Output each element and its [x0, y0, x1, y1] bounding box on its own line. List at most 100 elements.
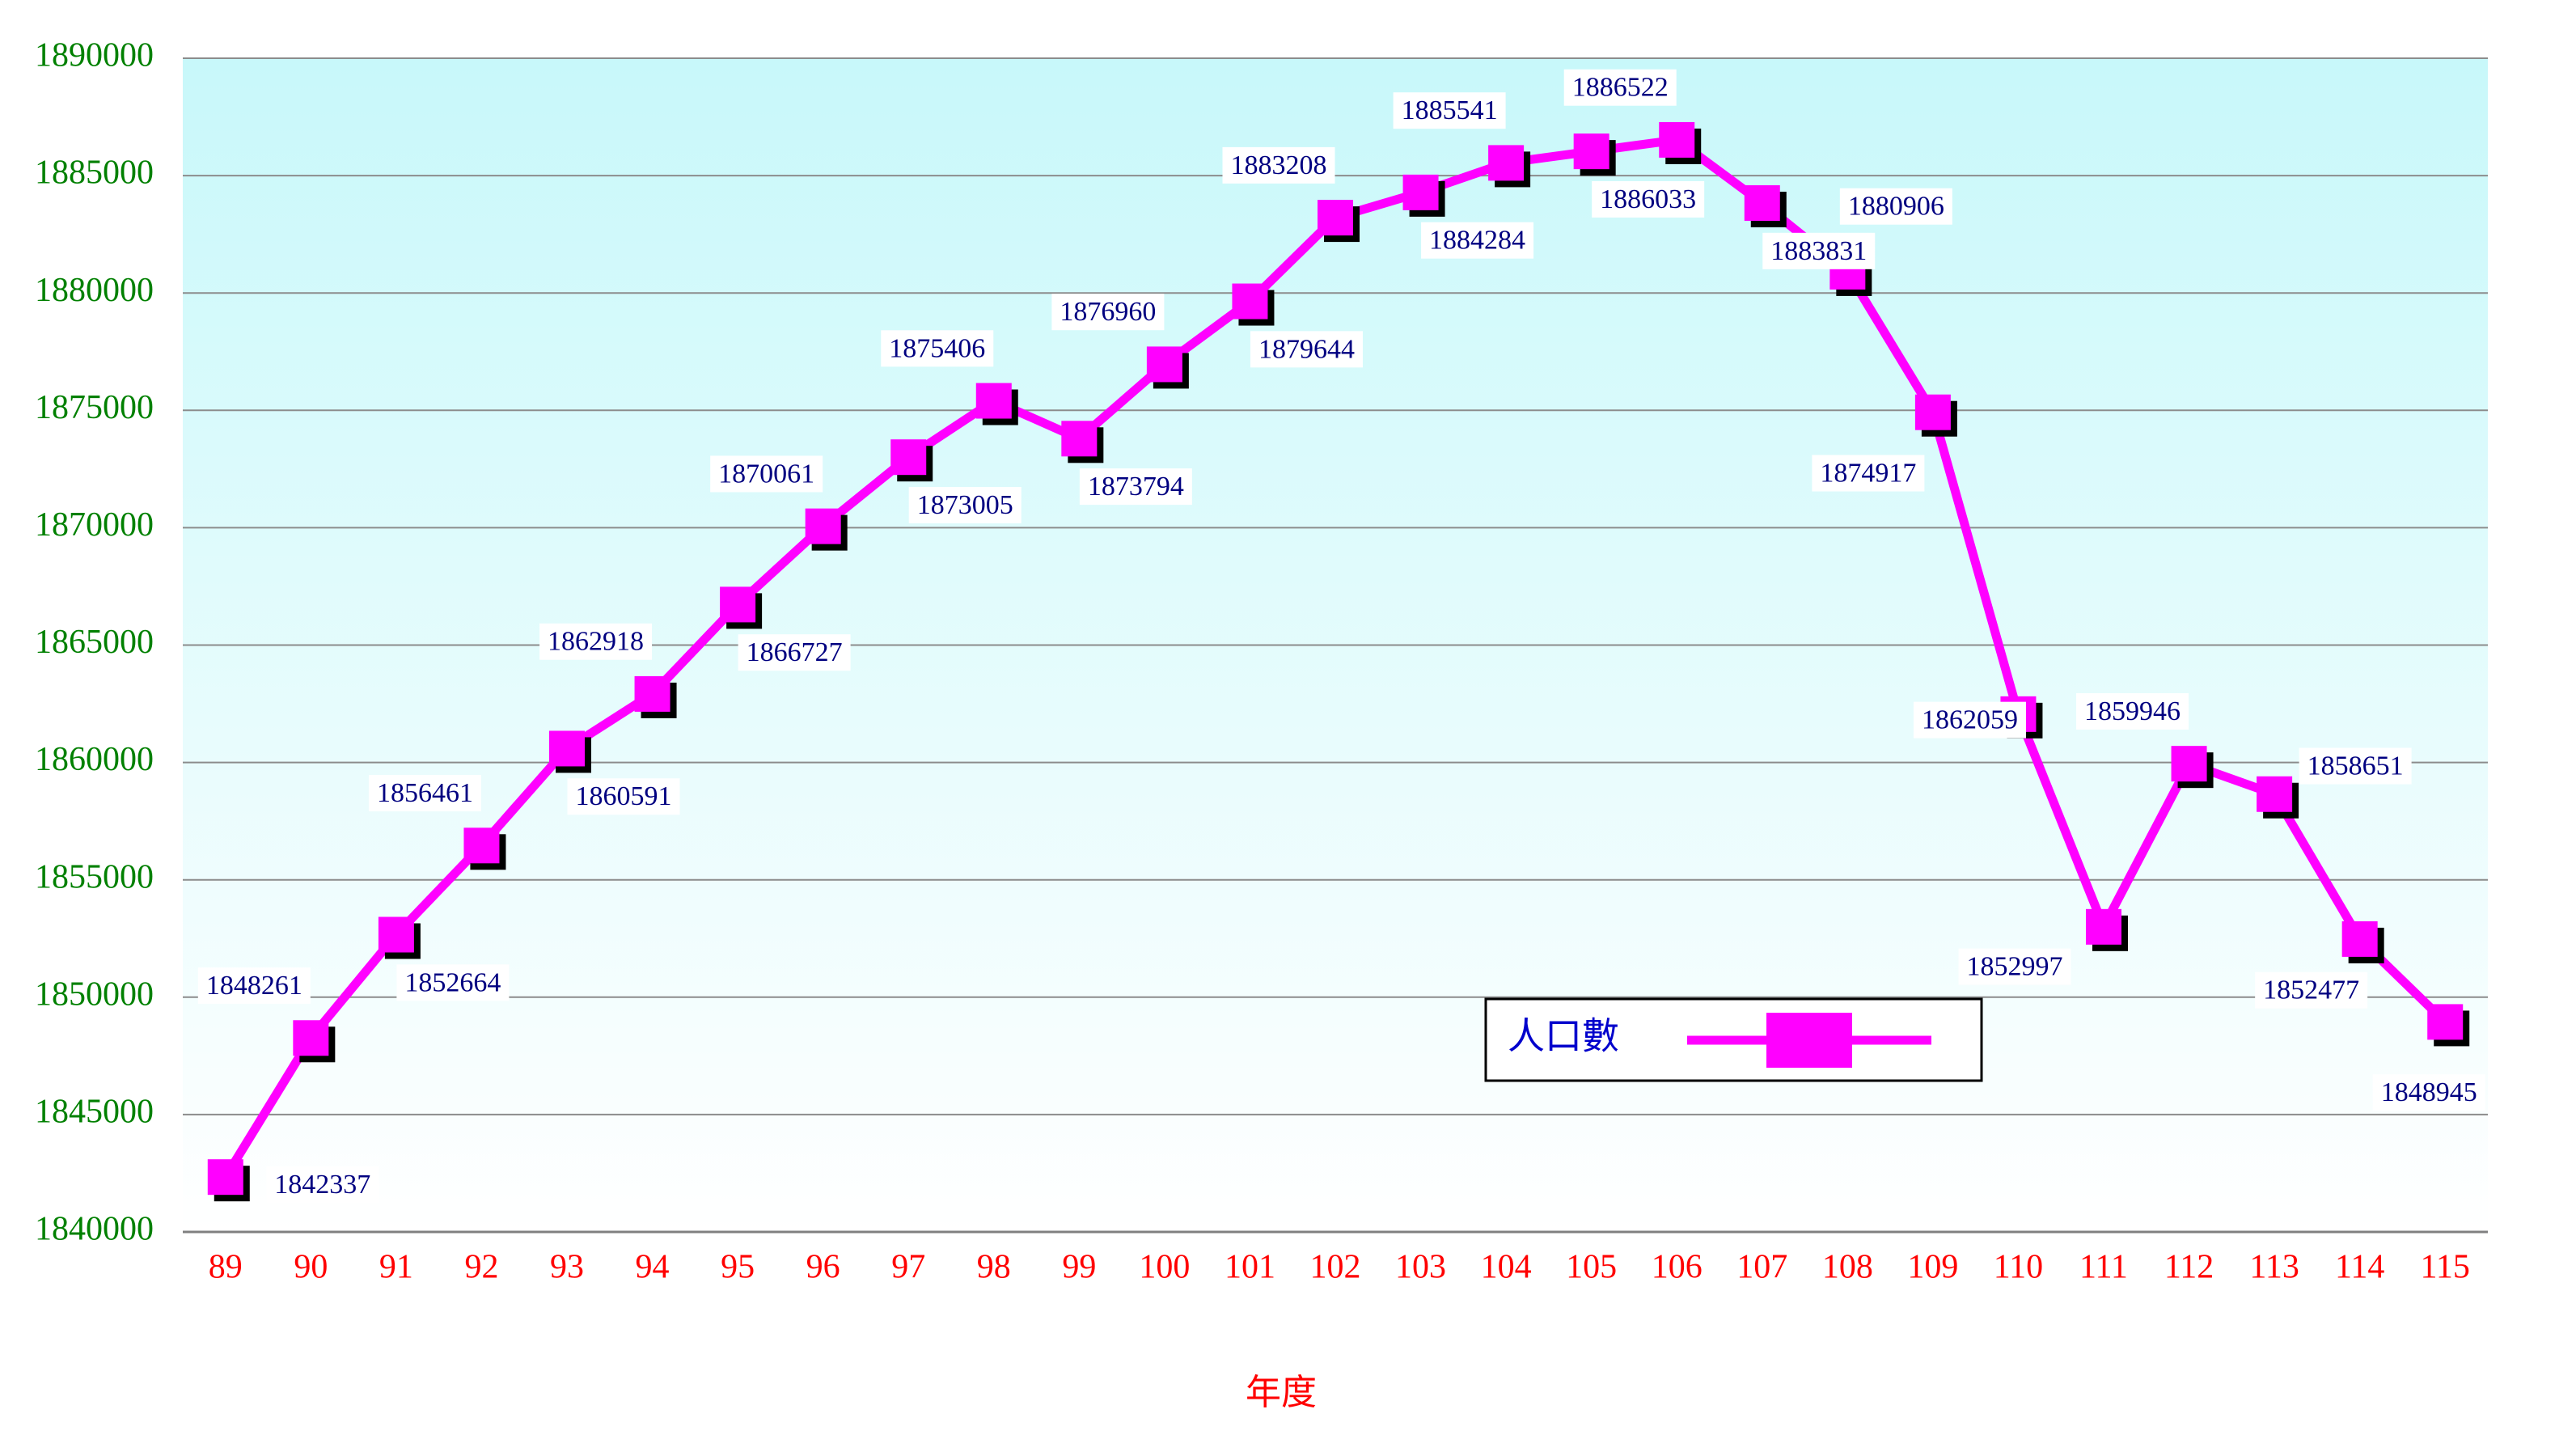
data-label-bg	[1421, 222, 1534, 259]
x-tick-label: 105	[1566, 1249, 1617, 1286]
data-label-group: 1886033	[1592, 180, 1705, 218]
data-label-bg	[1250, 331, 1363, 368]
data-label-bg	[908, 486, 1022, 523]
marker	[2341, 921, 2378, 957]
legend-marker	[1766, 1013, 1852, 1068]
data-label: 1856461	[377, 778, 473, 808]
data-label-group: 1856461	[368, 775, 481, 812]
x-tick-label: 92	[464, 1249, 498, 1286]
data-label: 1848261	[206, 971, 302, 1001]
x-axis-label: 年度	[1246, 1373, 1317, 1412]
x-tick-label: 103	[1395, 1249, 1446, 1286]
data-label-group: 1860591	[567, 778, 680, 815]
data-label-group: 1870061	[710, 455, 823, 493]
data-label-group: 1852477	[2255, 971, 2368, 1009]
data-label-group: 1873794	[1079, 468, 1192, 506]
data-label: 1884284	[1429, 226, 1525, 256]
data-label-bg	[2255, 971, 2368, 1009]
data-label-bg	[197, 967, 311, 1005]
x-tick-label: 112	[2164, 1249, 2214, 1286]
data-label-group: 1858651	[2299, 747, 2412, 785]
marker	[1914, 394, 1951, 430]
data-label: 1880906	[1848, 192, 1944, 222]
data-label-group: 1883208	[1222, 146, 1335, 184]
marker	[549, 730, 585, 767]
data-label-bg	[881, 330, 994, 367]
data-label-group: 1848261	[197, 967, 311, 1005]
marker	[2086, 908, 2121, 945]
data-label: 1852664	[404, 967, 501, 997]
marker	[805, 508, 841, 544]
marker	[2171, 746, 2207, 782]
x-tick-label: 98	[977, 1249, 1011, 1286]
marker	[975, 383, 1012, 419]
data-label-group: 1879644	[1250, 331, 1363, 368]
data-label-group: 1880906	[1839, 188, 1952, 225]
x-tick-label: 107	[1736, 1249, 1787, 1286]
data-label-bg	[2372, 1074, 2485, 1111]
data-label-group: 1848945	[2372, 1074, 2485, 1111]
data-label-group: 1852997	[1958, 948, 2071, 985]
data-label-group: 1862059	[1913, 701, 2026, 739]
data-label-bg	[1913, 701, 2026, 739]
data-label-bg	[2076, 692, 2189, 730]
marker	[207, 1159, 243, 1196]
x-tick-label: 94	[636, 1249, 670, 1286]
data-label: 1879644	[1258, 334, 1355, 364]
data-label: 1862059	[1922, 705, 2018, 735]
marker	[2257, 776, 2293, 812]
legend-label: 人口數	[1508, 1016, 1619, 1057]
data-label: 1852997	[1967, 952, 2063, 982]
y-tick-label: 1855000	[35, 858, 154, 895]
y-tick-label: 1870000	[35, 506, 154, 544]
marker	[1402, 174, 1439, 210]
data-label: 1852477	[2263, 976, 2359, 1005]
y-tick-label: 1860000	[35, 741, 154, 778]
data-label: 1885541	[1402, 95, 1498, 125]
x-tick-label: 101	[1225, 1249, 1275, 1286]
x-tick-label: 93	[550, 1249, 584, 1286]
data-label-group: 1874917	[1812, 455, 1925, 492]
x-tick-label: 100	[1139, 1249, 1190, 1286]
marker	[378, 916, 414, 953]
marker	[1488, 145, 1525, 181]
x-tick-label: 102	[1310, 1249, 1361, 1286]
x-tick-label: 89	[209, 1249, 243, 1286]
data-label-bg	[1812, 455, 1925, 492]
data-label-bg	[567, 778, 680, 815]
data-label: 1873794	[1088, 472, 1184, 502]
x-tick-label: 110	[1994, 1249, 2043, 1286]
marker	[1146, 346, 1182, 383]
marker	[720, 586, 756, 623]
y-tick-label: 1885000	[35, 154, 154, 192]
x-tick-label: 91	[379, 1249, 413, 1286]
y-tick-label: 1880000	[35, 272, 154, 309]
data-label-group: 1875406	[881, 330, 994, 367]
data-label-bg	[1592, 180, 1705, 218]
data-label-group: 1859946	[2076, 692, 2189, 730]
data-label-group: 1852664	[396, 964, 510, 1001]
x-tick-label: 106	[1652, 1249, 1703, 1286]
data-label-bg	[1839, 188, 1952, 225]
data-label: 1870061	[718, 459, 814, 489]
marker	[293, 1020, 329, 1056]
data-label: 1860591	[576, 781, 672, 811]
marker	[634, 675, 670, 712]
data-label: 1866727	[747, 637, 843, 667]
data-label-bg	[2299, 747, 2412, 785]
data-label-bg	[1762, 232, 1876, 269]
data-label-group: 1885541	[1393, 92, 1506, 129]
y-tick-label: 1890000	[35, 37, 154, 74]
data-label: 1876960	[1060, 297, 1156, 327]
data-label: 1862918	[548, 627, 644, 657]
data-label-group: 1842337	[266, 1166, 379, 1203]
data-label-bg	[1563, 69, 1677, 106]
x-tick-label: 90	[294, 1249, 328, 1286]
marker	[1744, 185, 1780, 222]
y-tick-label: 1850000	[35, 976, 154, 1013]
marker	[1232, 283, 1268, 320]
data-label-bg	[1958, 948, 2071, 985]
x-tick-label: 113	[2249, 1249, 2299, 1286]
x-tick-label: 111	[2079, 1249, 2128, 1286]
